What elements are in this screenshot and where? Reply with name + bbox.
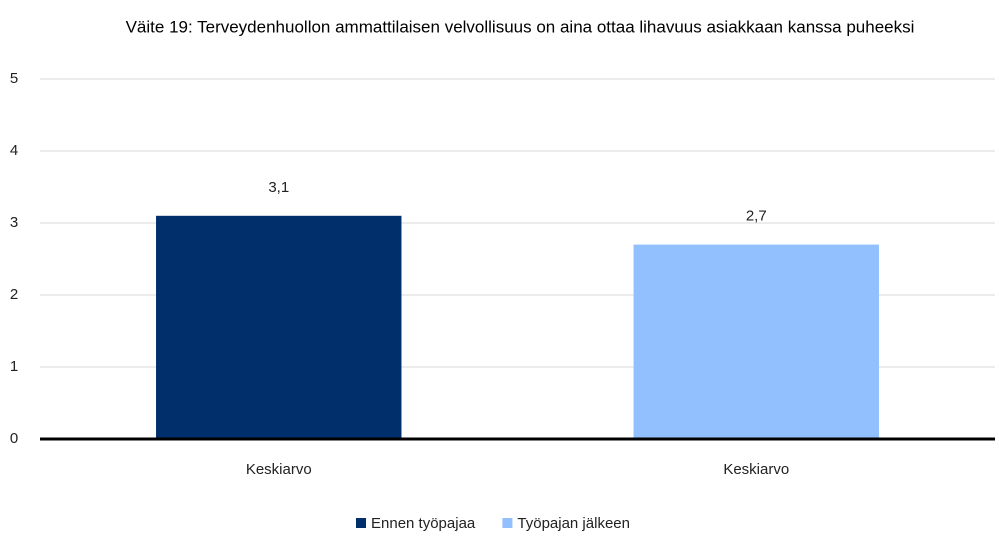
y-tick-label: 3 xyxy=(10,214,18,231)
data-label: 3,1 xyxy=(268,179,289,196)
legend-swatch xyxy=(356,518,366,528)
legend-label: Työpajan jälkeen xyxy=(517,515,630,532)
y-tick-label: 5 xyxy=(10,70,18,87)
y-tick-label: 0 xyxy=(10,430,18,447)
legend-swatch xyxy=(502,518,513,528)
bar xyxy=(156,215,402,439)
legend-label: Ennen työpajaa xyxy=(371,515,476,532)
bar xyxy=(633,244,879,439)
x-tick-label: Keskiarvo xyxy=(723,461,789,478)
y-tick-label: 4 xyxy=(10,142,18,159)
y-tick-label: 2 xyxy=(10,286,18,303)
y-tick-label: 1 xyxy=(10,358,18,375)
data-label: 2,7 xyxy=(746,208,767,225)
x-tick-label: Keskiarvo xyxy=(246,461,312,478)
chart-title: Väite 19: Terveydenhuollon ammattilaisen… xyxy=(126,17,915,36)
